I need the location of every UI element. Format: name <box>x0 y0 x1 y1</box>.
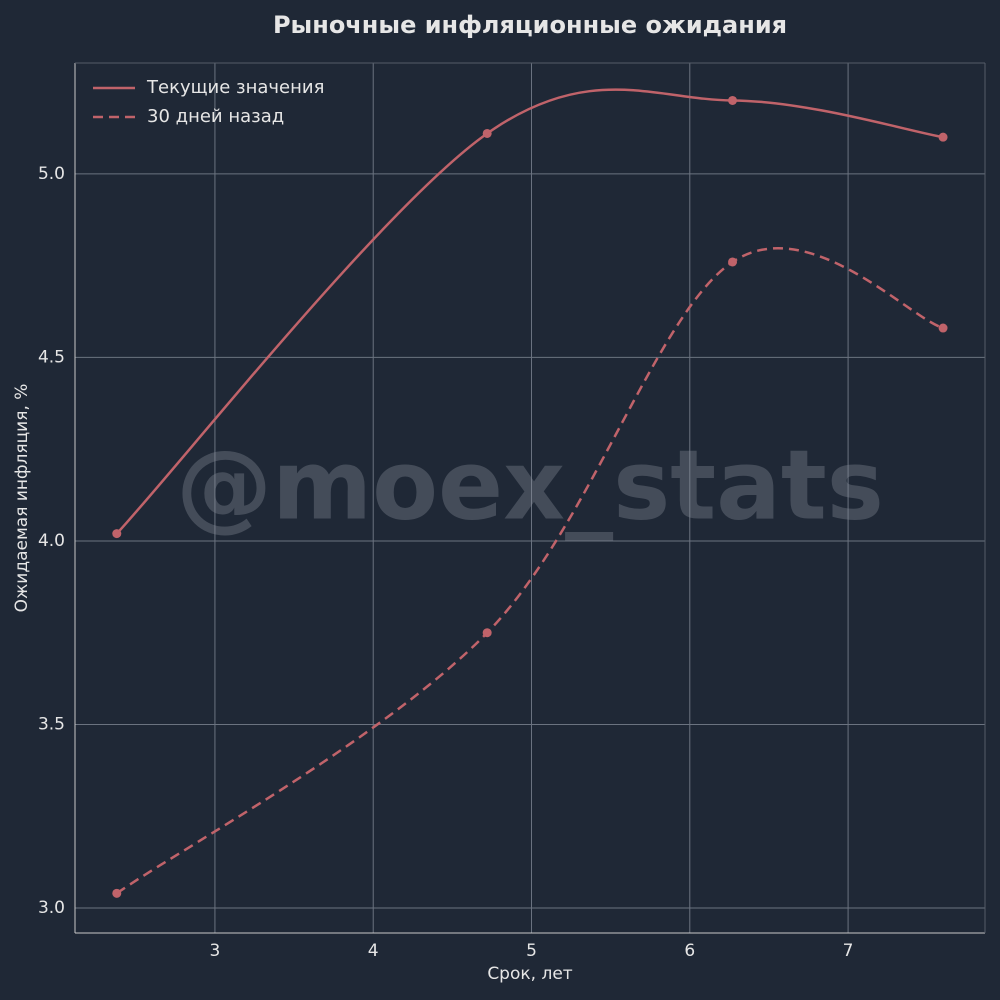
data-point <box>482 128 492 138</box>
data-point <box>728 257 738 267</box>
series-line <box>115 88 944 535</box>
data-point <box>728 95 738 105</box>
x-tick-label: 5 <box>526 941 537 961</box>
x-tick-label: 6 <box>684 941 695 961</box>
y-tick-label: 5.0 <box>38 164 65 184</box>
data-point <box>482 628 492 638</box>
x-tick-label: 7 <box>843 941 854 961</box>
data-point <box>112 529 122 539</box>
data-point <box>938 323 948 333</box>
x-axis-label: Срок, лет <box>487 964 572 984</box>
chart-title: Рыночные инфляционные ожидания <box>273 11 787 39</box>
watermark: @moex_stats <box>176 429 884 541</box>
y-tick-label: 3.5 <box>38 714 65 734</box>
y-axis-label: Ожидаемая инфляция, % <box>12 384 32 613</box>
legend-label: 30 дней назад <box>147 106 284 127</box>
y-tick-label: 4.5 <box>38 347 65 367</box>
legend-label: Текущие значения <box>146 77 324 98</box>
data-point <box>112 888 122 898</box>
x-tick-label: 3 <box>210 941 221 961</box>
data-point <box>938 132 948 142</box>
y-tick-label: 4.0 <box>38 531 65 551</box>
x-tick-label: 4 <box>368 941 379 961</box>
y-tick-label: 3.0 <box>38 898 65 918</box>
series-line <box>116 247 944 895</box>
